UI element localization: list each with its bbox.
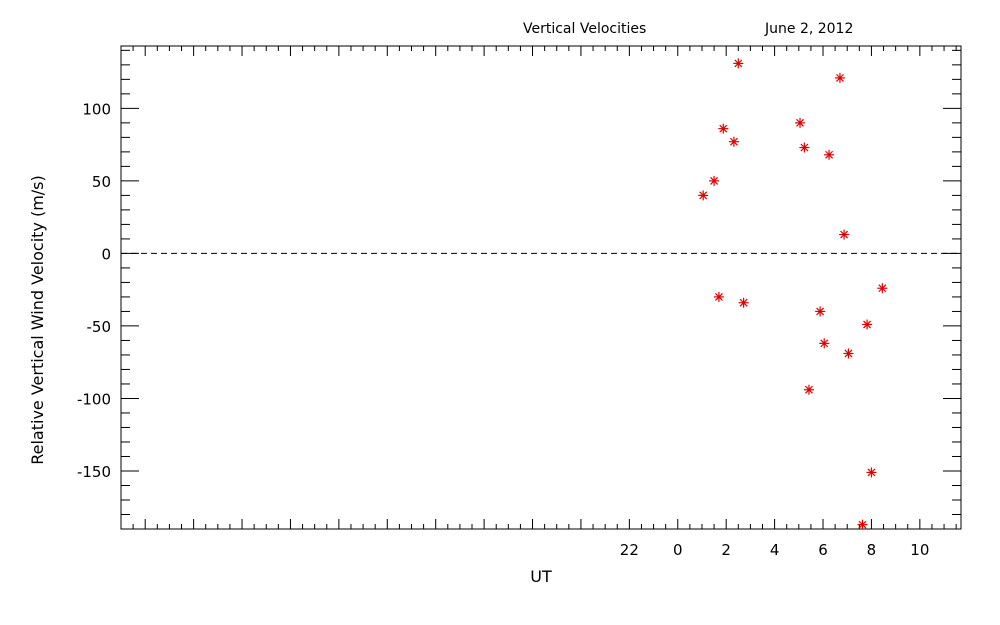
- data-point: [713, 291, 724, 302]
- data-point: [819, 338, 830, 349]
- x-tick-label: 10: [910, 541, 929, 559]
- data-point: [839, 229, 850, 240]
- data-point: [877, 283, 888, 294]
- chart-date: June 2, 2012: [764, 21, 853, 37]
- data-point: [857, 519, 868, 530]
- data-points: [698, 58, 888, 530]
- data-point: [803, 384, 814, 395]
- y-tick-label: 100: [82, 100, 111, 118]
- data-point: [738, 297, 749, 308]
- data-point: [862, 319, 873, 330]
- plot-frame: [120, 45, 962, 530]
- data-point: [824, 149, 835, 160]
- chart-title: Vertical Velocities: [523, 21, 646, 37]
- data-point: [733, 58, 744, 69]
- data-point: [718, 123, 729, 134]
- data-point: [815, 306, 826, 317]
- y-tick-label: -150: [77, 463, 111, 481]
- data-point: [698, 190, 709, 201]
- x-axis-ticks: [120, 46, 957, 529]
- y-axis-tick-labels: 100 50 0 -50 -100 -150: [77, 100, 111, 481]
- data-point: [799, 142, 810, 153]
- y-tick-label: -100: [77, 390, 111, 408]
- x-axis-label: UT: [530, 567, 552, 586]
- x-tick-label: 4: [770, 541, 780, 559]
- data-point: [866, 467, 877, 478]
- y-tick-label: -50: [87, 318, 112, 336]
- x-tick-label: 0: [673, 541, 683, 559]
- x-tick-label: 6: [818, 541, 828, 559]
- x-tick-label: 2: [721, 541, 731, 559]
- y-axis-label: Relative Vertical Wind Velocity (m/s): [28, 175, 47, 465]
- data-point: [795, 117, 806, 128]
- x-axis-tick-labels: 22 0 2 4 6 8 10: [620, 541, 930, 559]
- y-axis-ticks: [121, 49, 961, 530]
- data-point: [834, 72, 845, 83]
- data-point: [843, 348, 854, 359]
- y-tick-label: 0: [101, 245, 111, 263]
- x-tick-label: 22: [620, 541, 639, 559]
- data-point: [728, 136, 739, 147]
- y-tick-label: 50: [92, 173, 111, 191]
- x-tick-label: 8: [867, 541, 877, 559]
- data-point: [709, 175, 720, 186]
